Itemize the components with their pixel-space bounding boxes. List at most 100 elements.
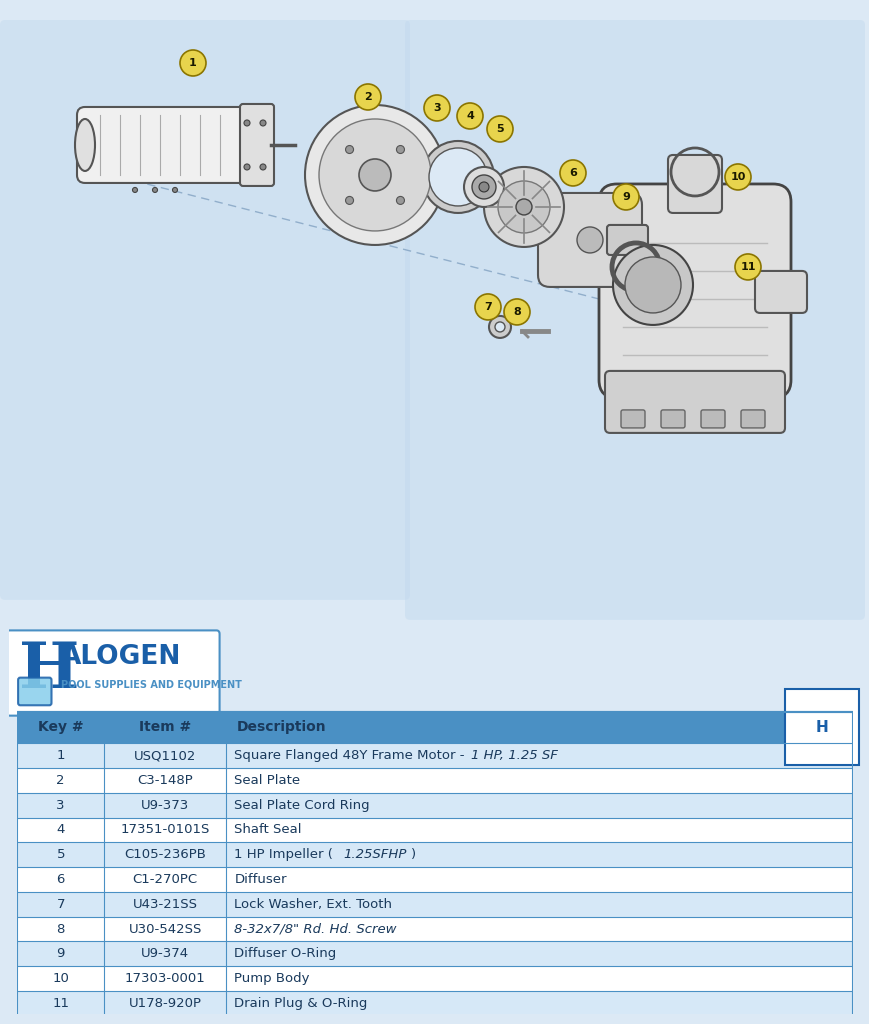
Circle shape xyxy=(421,141,494,213)
FancyBboxPatch shape xyxy=(599,184,790,398)
Circle shape xyxy=(494,322,504,332)
Text: U9-373: U9-373 xyxy=(141,799,189,812)
Text: Description: Description xyxy=(236,720,326,734)
Circle shape xyxy=(503,299,529,325)
Text: U30-542SS: U30-542SS xyxy=(129,923,202,936)
Text: C3-148P: C3-148P xyxy=(137,774,193,786)
FancyBboxPatch shape xyxy=(17,817,852,843)
Circle shape xyxy=(305,105,444,245)
Text: Drain Plug & O-Ring: Drain Plug & O-Ring xyxy=(234,996,368,1010)
Ellipse shape xyxy=(75,119,95,171)
Text: Diffuser O-Ring: Diffuser O-Ring xyxy=(234,947,336,961)
Text: 3: 3 xyxy=(433,103,441,113)
Circle shape xyxy=(152,187,157,193)
Circle shape xyxy=(396,145,404,154)
Text: 1: 1 xyxy=(189,58,196,68)
FancyBboxPatch shape xyxy=(7,631,219,716)
FancyBboxPatch shape xyxy=(17,941,852,967)
Circle shape xyxy=(483,167,563,247)
Text: H: H xyxy=(815,720,827,735)
Text: C105-236PB: C105-236PB xyxy=(124,848,206,861)
Text: U9-374: U9-374 xyxy=(141,947,189,961)
FancyBboxPatch shape xyxy=(17,768,852,793)
FancyBboxPatch shape xyxy=(607,225,647,255)
Text: 6: 6 xyxy=(568,168,576,178)
Text: 5: 5 xyxy=(495,124,503,134)
FancyBboxPatch shape xyxy=(405,20,864,620)
Circle shape xyxy=(497,181,549,232)
Text: Key #: Key # xyxy=(38,720,83,734)
Text: 1: 1 xyxy=(56,750,65,762)
Circle shape xyxy=(132,187,137,193)
FancyBboxPatch shape xyxy=(740,410,764,428)
Circle shape xyxy=(172,187,177,193)
FancyBboxPatch shape xyxy=(604,371,784,433)
Circle shape xyxy=(423,95,449,121)
Text: 9: 9 xyxy=(56,947,65,961)
Circle shape xyxy=(479,182,488,191)
FancyBboxPatch shape xyxy=(700,410,724,428)
Circle shape xyxy=(474,294,501,319)
Text: 10: 10 xyxy=(729,172,745,182)
FancyBboxPatch shape xyxy=(77,106,253,183)
Circle shape xyxy=(463,167,503,207)
Text: 10: 10 xyxy=(52,972,69,985)
Text: 11: 11 xyxy=(52,996,70,1010)
Text: Lock Washer, Ext. Tooth: Lock Washer, Ext. Tooth xyxy=(234,898,392,910)
Circle shape xyxy=(515,199,531,215)
Text: USQ1102: USQ1102 xyxy=(134,750,196,762)
FancyBboxPatch shape xyxy=(17,843,852,867)
Circle shape xyxy=(180,50,206,76)
Circle shape xyxy=(487,116,513,142)
Text: U178-920P: U178-920P xyxy=(129,996,202,1010)
Text: 9: 9 xyxy=(621,191,629,202)
Text: 2: 2 xyxy=(364,92,371,102)
Text: Seal Plate: Seal Plate xyxy=(234,774,300,786)
Text: 8: 8 xyxy=(56,923,65,936)
Text: Pump Body: Pump Body xyxy=(234,972,309,985)
FancyBboxPatch shape xyxy=(17,916,852,941)
Text: 1.25SFHP: 1.25SFHP xyxy=(343,848,406,861)
FancyBboxPatch shape xyxy=(17,867,852,892)
Circle shape xyxy=(613,184,638,210)
Circle shape xyxy=(576,227,602,253)
Circle shape xyxy=(472,175,495,199)
Circle shape xyxy=(345,197,353,205)
Text: ): ) xyxy=(410,848,415,861)
FancyBboxPatch shape xyxy=(17,892,852,916)
Text: Item #: Item # xyxy=(139,720,191,734)
Text: Diffuser: Diffuser xyxy=(234,873,287,886)
Circle shape xyxy=(243,164,249,170)
Text: H: H xyxy=(19,640,79,701)
Circle shape xyxy=(724,164,750,190)
Text: ALOGEN: ALOGEN xyxy=(61,644,181,670)
Circle shape xyxy=(359,159,390,190)
Text: 6: 6 xyxy=(56,873,65,886)
Text: 8: 8 xyxy=(513,307,521,317)
Text: 17351-0101S: 17351-0101S xyxy=(120,823,209,837)
FancyBboxPatch shape xyxy=(17,967,852,991)
Text: 1 HP, 1.25 SF: 1 HP, 1.25 SF xyxy=(470,750,557,762)
Circle shape xyxy=(488,316,510,338)
Text: POOL SUPPLIES AND EQUIPMENT: POOL SUPPLIES AND EQUIPMENT xyxy=(61,680,242,689)
Text: Square Flanged 48Y Frame Motor -: Square Flanged 48Y Frame Motor - xyxy=(234,750,468,762)
Text: 4: 4 xyxy=(56,823,65,837)
Circle shape xyxy=(355,84,381,110)
Text: 3: 3 xyxy=(56,799,65,812)
Circle shape xyxy=(260,164,266,170)
FancyBboxPatch shape xyxy=(667,155,721,213)
FancyBboxPatch shape xyxy=(240,104,274,186)
Text: U43-21SS: U43-21SS xyxy=(132,898,197,910)
Circle shape xyxy=(345,145,353,154)
Text: 4: 4 xyxy=(466,111,474,121)
Text: 2: 2 xyxy=(56,774,65,786)
Text: 11: 11 xyxy=(740,262,755,272)
FancyBboxPatch shape xyxy=(754,271,806,313)
Circle shape xyxy=(243,120,249,126)
Circle shape xyxy=(456,103,482,129)
Circle shape xyxy=(428,148,487,206)
FancyBboxPatch shape xyxy=(17,712,852,743)
FancyBboxPatch shape xyxy=(0,20,409,600)
Circle shape xyxy=(260,120,266,126)
Circle shape xyxy=(734,254,760,280)
